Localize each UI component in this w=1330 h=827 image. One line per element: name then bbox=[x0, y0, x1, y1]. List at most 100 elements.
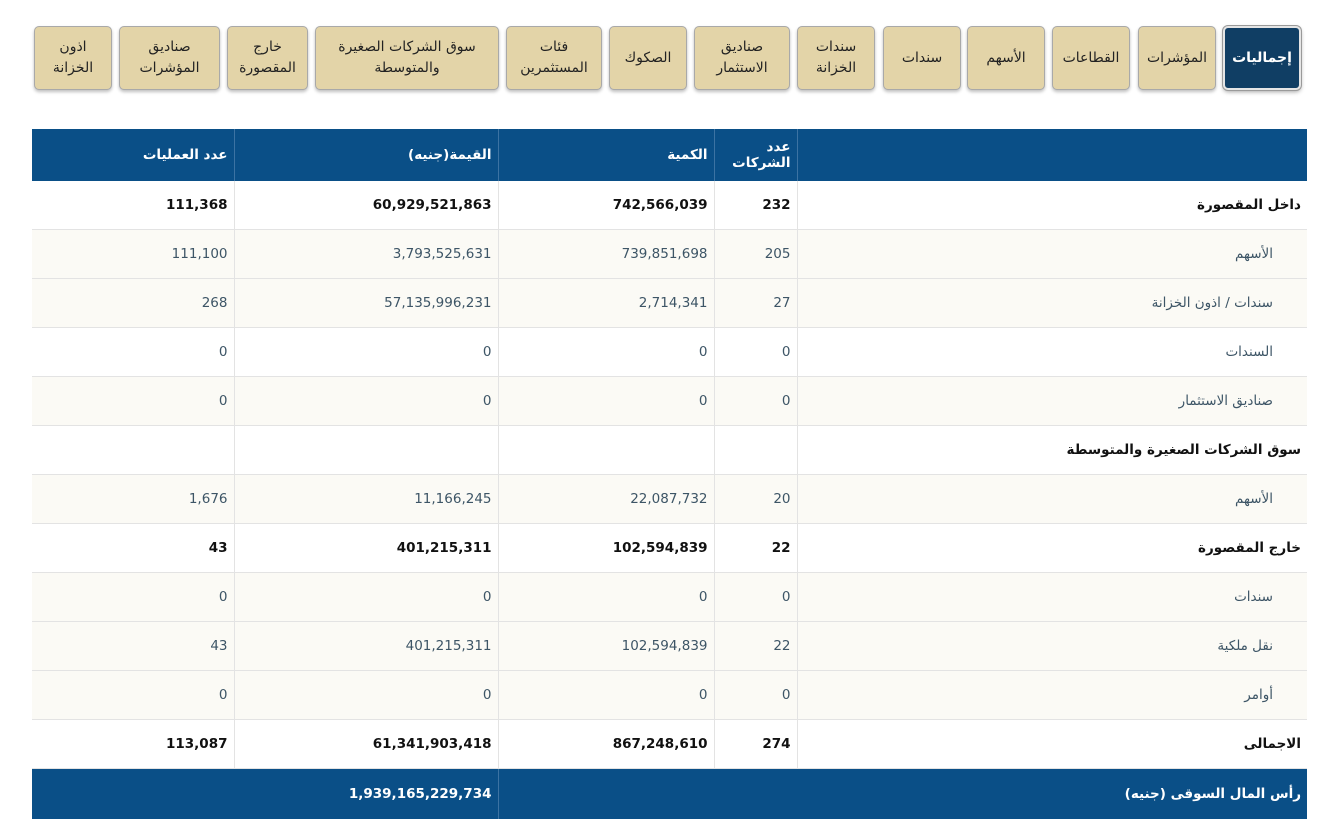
tab-label: المؤشرات bbox=[1147, 49, 1208, 66]
cell-volume: 2,714,341 bbox=[498, 278, 715, 328]
cell-companies: 0 bbox=[714, 327, 798, 377]
cell-companies: 22 bbox=[714, 621, 798, 671]
cell-trades: 43 bbox=[32, 523, 235, 573]
tab-totals[interactable]: إجماليات bbox=[1223, 26, 1301, 90]
tab-investment-funds[interactable]: صناديق الاستثمار bbox=[694, 26, 790, 90]
cell-companies: 22 bbox=[714, 523, 798, 573]
cell-volume: 867,248,610 bbox=[498, 719, 715, 769]
tab-label: فئات المستثمرين bbox=[520, 39, 588, 76]
cell-trades: 111,100 bbox=[32, 229, 235, 279]
row-label: خارج المقصورة bbox=[797, 523, 1307, 573]
table-row: 111,100 3,793,525,631 739,851,698 205 ال… bbox=[32, 229, 1307, 279]
cell-volume: 22,087,732 bbox=[498, 474, 715, 524]
cell-trades: 0 bbox=[32, 327, 235, 377]
tab-stocks[interactable]: الأسهم bbox=[967, 26, 1045, 90]
tab-label: خارج المقصورة bbox=[239, 39, 296, 76]
cell-companies: 232 bbox=[714, 181, 798, 230]
cell-companies: 274 bbox=[714, 719, 798, 769]
tab-label: الصكوك bbox=[624, 49, 672, 66]
cell-trades: 43 bbox=[32, 621, 235, 671]
cell-volume: 739,851,698 bbox=[498, 229, 715, 279]
cell-companies: 0 bbox=[714, 376, 798, 426]
cell-value: 60,929,521,863 bbox=[234, 181, 499, 230]
tab-indices[interactable]: المؤشرات bbox=[1138, 26, 1216, 90]
tab-etfs[interactable]: صناديق المؤشرات bbox=[119, 26, 220, 90]
tab-bonds[interactable]: سندات bbox=[883, 26, 961, 90]
row-label: سوق الشركات الصغيرة والمتوسطة bbox=[797, 425, 1307, 475]
cell-value: 3,793,525,631 bbox=[234, 229, 499, 279]
table-row: سوق الشركات الصغيرة والمتوسطة bbox=[32, 425, 1307, 475]
row-label: الاجمالى bbox=[797, 719, 1307, 769]
tab-label: اذون الخزانة bbox=[52, 39, 94, 76]
table-row: 0 0 0 0 أوامر bbox=[32, 670, 1307, 720]
cell-value: 401,215,311 bbox=[234, 523, 499, 573]
table-row: 43 401,215,311 102,594,839 22 خارج المقص… bbox=[32, 523, 1307, 573]
table-row-total: 113,087 61,341,903,418 867,248,610 274 ا… bbox=[32, 719, 1307, 769]
cell-value: 0 bbox=[234, 327, 499, 377]
row-label: سندات bbox=[797, 572, 1307, 622]
tab-label: سندات bbox=[901, 49, 943, 66]
tab-label: صناديق المؤشرات bbox=[139, 39, 200, 76]
row-label: صناديق الاستثمار bbox=[797, 376, 1307, 426]
cell-companies: 27 bbox=[714, 278, 798, 328]
table-row: 111,368 60,929,521,863 742,566,039 232 د… bbox=[32, 181, 1307, 230]
row-label: سندات / اذون الخزانة bbox=[797, 278, 1307, 328]
row-label: أوامر bbox=[797, 670, 1307, 720]
cell-value: 401,215,311 bbox=[234, 621, 499, 671]
tab-label: صناديق الاستثمار bbox=[716, 39, 768, 76]
cell-companies: 0 bbox=[714, 572, 798, 622]
cell-volume: 742,566,039 bbox=[498, 181, 715, 230]
row-label: داخل المقصورة bbox=[797, 181, 1307, 230]
cell-trades: 0 bbox=[32, 376, 235, 426]
cell-value: 0 bbox=[234, 670, 499, 720]
table-row: 43 401,215,311 102,594,839 22 نقل ملكية bbox=[32, 621, 1307, 671]
row-label: السندات bbox=[797, 327, 1307, 377]
table-row: 268 57,135,996,231 2,714,341 27 سندات / … bbox=[32, 278, 1307, 328]
cell-volume: 102,594,839 bbox=[498, 523, 715, 573]
cell-companies: 205 bbox=[714, 229, 798, 279]
cell-companies: 20 bbox=[714, 474, 798, 524]
tab-investor-categories[interactable]: فئات المستثمرين bbox=[506, 26, 602, 90]
table-header-row: عدد العمليات القيمة(جنيه) الكمية عدد الش… bbox=[32, 129, 1307, 181]
table-row: 1,676 11,166,245 22,087,732 20 الأسهم bbox=[32, 474, 1307, 524]
header-volume: الكمية bbox=[498, 129, 715, 181]
header-label bbox=[797, 129, 1307, 181]
table-row: 0 0 0 0 سندات bbox=[32, 572, 1307, 622]
table-row: 0 0 0 0 السندات bbox=[32, 327, 1307, 377]
market-cap-label: رأس المال السوقى (جنيه) bbox=[498, 768, 1307, 819]
tab-sectors[interactable]: القطاعات bbox=[1052, 26, 1130, 90]
cell-trades: 113,087 bbox=[32, 719, 235, 769]
tab-label: سندات الخزانة bbox=[815, 39, 857, 76]
header-value: القيمة(جنيه) bbox=[234, 129, 499, 181]
tab-label: الأسهم bbox=[986, 49, 1026, 66]
cell-volume: 102,594,839 bbox=[498, 621, 715, 671]
header-companies: عدد الشركات bbox=[714, 129, 798, 181]
row-label: الأسهم bbox=[797, 474, 1307, 524]
cell-companies bbox=[714, 425, 798, 475]
tab-label: القطاعات bbox=[1062, 49, 1120, 66]
cell-trades: 1,676 bbox=[32, 474, 235, 524]
cell-companies: 0 bbox=[714, 670, 798, 720]
cell-trades bbox=[32, 425, 235, 475]
cell-trades: 268 bbox=[32, 278, 235, 328]
cell-trades: 0 bbox=[32, 572, 235, 622]
cell-value: 61,341,903,418 bbox=[234, 719, 499, 769]
market-cap-row: 1,939,165,229,734 رأس المال السوقى (جنيه… bbox=[32, 768, 1307, 819]
market-tabs: إجماليات المؤشرات القطاعات الأسهم سندات … bbox=[0, 0, 1330, 120]
cell-volume: 0 bbox=[498, 572, 715, 622]
cell-volume: 0 bbox=[498, 327, 715, 377]
tab-sukuk[interactable]: الصكوك bbox=[609, 26, 687, 90]
row-label: نقل ملكية bbox=[797, 621, 1307, 671]
cell-value: 11,166,245 bbox=[234, 474, 499, 524]
cell-value: 0 bbox=[234, 376, 499, 426]
tab-label: إجماليات bbox=[1232, 49, 1292, 66]
tab-off-exchange[interactable]: خارج المقصورة bbox=[227, 26, 308, 90]
cell-trades: 0 bbox=[32, 670, 235, 720]
cell-volume: 0 bbox=[498, 376, 715, 426]
tab-treasury-bonds[interactable]: سندات الخزانة bbox=[797, 26, 875, 90]
cell-value bbox=[234, 425, 499, 475]
tab-sme-market[interactable]: سوق الشركات الصغيرة والمتوسطة bbox=[315, 26, 499, 90]
table-row: 0 0 0 0 صناديق الاستثمار bbox=[32, 376, 1307, 426]
tab-treasury-bills[interactable]: اذون الخزانة bbox=[34, 26, 112, 90]
tab-label: سوق الشركات الصغيرة والمتوسطة bbox=[338, 39, 476, 76]
